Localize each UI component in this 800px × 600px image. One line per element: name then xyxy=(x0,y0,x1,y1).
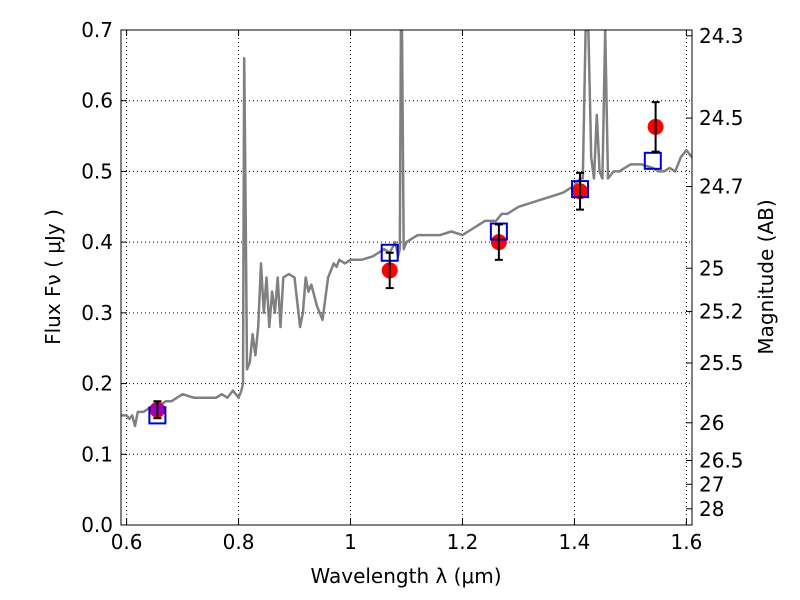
right-tick-label: 25.2 xyxy=(699,299,744,323)
axis-ticks: 0.6 0.8 1 1.2 1.4 1.6 0.0 0.1 0.2 0.3 0.4 0.5 0.6 0.7… xyxy=(81,18,743,554)
plot-series xyxy=(121,30,692,428)
grid-lines xyxy=(121,29,692,526)
right-tick-label: 25 xyxy=(699,256,724,280)
sed-model-line xyxy=(121,30,692,428)
right-tick-label: 28 xyxy=(699,497,724,521)
y-tick-label: 0.7 xyxy=(81,18,113,42)
right-tick-label: 26 xyxy=(699,411,724,435)
right-tick-label: 24.7 xyxy=(699,175,744,199)
y-tick-label: 0.5 xyxy=(81,159,113,183)
right-axis-label: Magnitude (AB) xyxy=(754,199,778,354)
plot-frame xyxy=(120,29,693,526)
y-tick-label: 0.2 xyxy=(81,372,113,396)
y-tick-label: 0.0 xyxy=(81,513,113,537)
model-photometry-square xyxy=(643,151,662,170)
y-tick-label: 0.1 xyxy=(81,442,113,466)
right-tick-label: 27 xyxy=(699,472,724,496)
x-axis-label: Wavelength λ (μm) xyxy=(310,564,501,588)
x-tick-label: 1.4 xyxy=(559,530,591,554)
x-tick-label: 1.6 xyxy=(670,530,702,554)
right-tick-label: 26.5 xyxy=(699,449,744,473)
y-tick-label: 0.4 xyxy=(81,230,113,254)
right-tick-label: 24.5 xyxy=(699,106,744,130)
right-tick-label: 25.5 xyxy=(699,351,744,375)
x-tick-label: 0.8 xyxy=(223,530,255,554)
y-tick-label: 0.3 xyxy=(81,301,113,325)
y-tick-label: 0.6 xyxy=(81,89,113,113)
y-axis-label: Flux Fν ( μJy ) xyxy=(41,209,65,345)
x-tick-label: 1.2 xyxy=(447,530,479,554)
right-tick-label: 24.3 xyxy=(699,24,744,48)
x-tick-label: 1 xyxy=(344,530,357,554)
x-tick-label: 0.6 xyxy=(111,530,143,554)
